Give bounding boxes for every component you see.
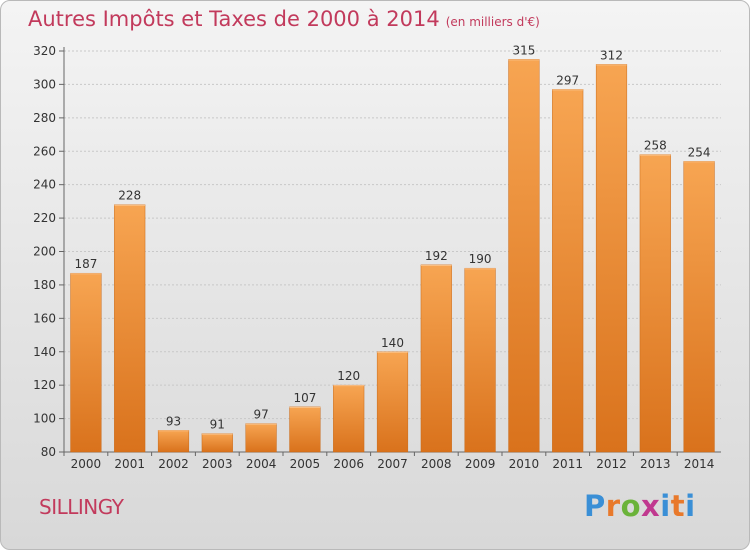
x-tick-label: 2008 — [421, 457, 452, 471]
bar — [70, 272, 102, 453]
x-tick-label: 2004 — [246, 457, 277, 471]
bar — [333, 384, 365, 453]
x-tick-label: 2003 — [202, 457, 233, 471]
logo-letter: o — [620, 489, 642, 523]
bar — [114, 204, 146, 453]
data-label: 297 — [556, 73, 579, 87]
logo-letter: t — [670, 489, 686, 523]
bar — [639, 154, 671, 453]
x-tick-label: 2012 — [596, 457, 627, 471]
bar — [376, 351, 409, 453]
y-tick-label: 240 — [33, 178, 56, 192]
bars — [70, 59, 715, 453]
logo-letter: r — [605, 489, 621, 523]
data-label: 258 — [644, 139, 667, 153]
x-tick-label: 2013 — [640, 457, 671, 471]
x-tick-label: 2010 — [509, 457, 540, 471]
bar — [420, 264, 452, 453]
x-tick-label: 2011 — [552, 457, 583, 471]
logo-letter: i — [660, 489, 671, 523]
data-label: 91 — [210, 418, 225, 432]
y-tick-label: 300 — [33, 77, 56, 91]
logo-letter: P — [584, 489, 606, 523]
axes: 80 100 120 140 160 180 200 220 240 260 280 300 320 — [33, 44, 721, 459]
bar — [289, 406, 321, 453]
bar — [245, 423, 277, 453]
y-tick-label: 260 — [33, 144, 56, 158]
data-label: 192 — [425, 249, 448, 263]
labels: 187 2000 228 2001 93 2002 91 2003 97 2004 107 2005 1… — [71, 43, 715, 471]
data-label: 140 — [381, 336, 404, 350]
logo-letter: i — [685, 489, 696, 523]
x-tick-label: 2006 — [333, 457, 364, 471]
data-label: 187 — [74, 257, 97, 271]
y-tick-label: 80 — [41, 445, 56, 459]
x-tick-label: 2014 — [684, 457, 715, 471]
x-tick-label: 2002 — [158, 457, 189, 471]
bar — [508, 59, 540, 453]
data-label: 97 — [253, 408, 268, 422]
y-tick-label: 120 — [33, 378, 56, 392]
bar — [683, 161, 715, 453]
data-label: 312 — [600, 48, 623, 62]
data-label: 228 — [118, 189, 141, 203]
y-tick-label: 200 — [33, 245, 56, 259]
commune-name: SILLINGY — [39, 495, 124, 519]
data-label: 190 — [469, 252, 492, 266]
x-tick-label: 2007 — [377, 457, 408, 471]
y-tick-label: 160 — [33, 311, 56, 325]
x-tick-label: 2001 — [114, 457, 145, 471]
data-label: 107 — [293, 391, 316, 405]
data-label: 120 — [337, 369, 360, 383]
bar — [595, 64, 628, 453]
bar — [201, 433, 233, 453]
title-block: Autres Impôts et Taxes de 2000 à 2014 (en… — [28, 7, 540, 31]
data-label: 315 — [512, 43, 535, 57]
proxiti-logo[interactable]: Proxiti — [584, 489, 696, 523]
y-tick-label: 100 — [33, 412, 56, 426]
data-label: 93 — [166, 414, 181, 428]
y-tick-label: 320 — [33, 44, 56, 58]
data-label: 254 — [688, 145, 711, 159]
y-tick-label: 280 — [33, 111, 56, 125]
y-tick-label: 220 — [33, 211, 56, 225]
x-tick-label: 2009 — [465, 457, 496, 471]
y-tick-label: 180 — [33, 278, 56, 292]
chart-subtitle: (en milliers d'€) — [445, 15, 540, 29]
x-tick-label: 2005 — [290, 457, 321, 471]
bar — [464, 267, 496, 453]
bar — [552, 89, 584, 453]
logo-letter: x — [641, 489, 661, 523]
bar — [157, 430, 190, 453]
y-tick-label: 140 — [33, 345, 56, 359]
x-tick-label: 2000 — [71, 457, 102, 471]
chart-title: Autres Impôts et Taxes de 2000 à 2014 — [28, 7, 440, 31]
